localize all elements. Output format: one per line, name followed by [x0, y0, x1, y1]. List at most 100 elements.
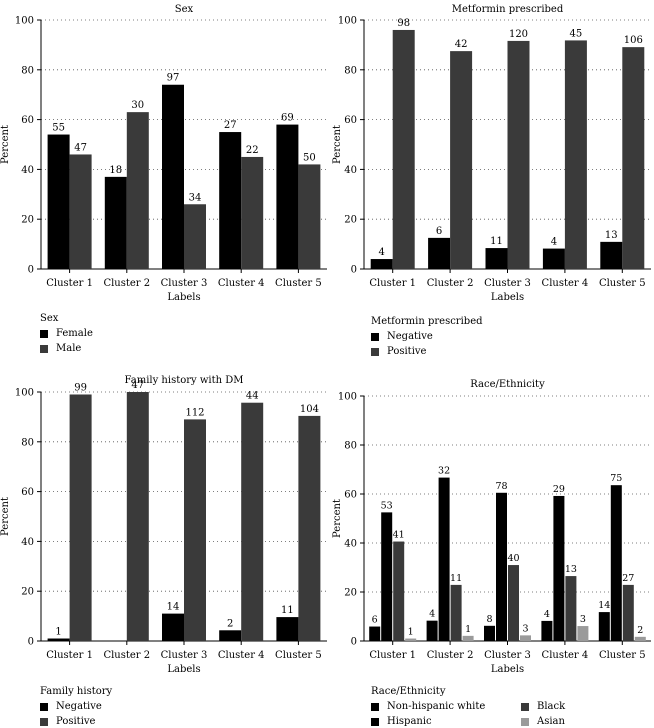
legend-label: Female	[56, 328, 93, 339]
data-label: 97	[167, 73, 180, 84]
chart-title: Race/Ethnicity	[470, 379, 545, 390]
bar	[462, 635, 474, 641]
bar	[104, 176, 127, 269]
bar	[219, 630, 242, 641]
data-label: 27	[224, 120, 237, 131]
legend-race-ethnicity: Race/Ethnicity Non-hispanic white Black …	[371, 686, 621, 728]
legend-title: Family history	[40, 686, 113, 697]
data-label: 27	[622, 573, 634, 584]
legend-item-asian: Asian	[521, 715, 621, 728]
y-tick-label: 40	[344, 539, 357, 550]
y-tick-label: 40	[21, 165, 34, 176]
bar	[381, 512, 393, 641]
legend-item-hispanic: Hispanic	[371, 715, 521, 728]
data-label: 44	[246, 391, 259, 402]
data-label: 78	[495, 481, 507, 492]
y-tick-label: 60	[344, 490, 357, 501]
x-tick-label: Cluster 2	[427, 650, 474, 661]
y-axis-label: Percent	[0, 497, 11, 536]
data-label: 4	[379, 247, 385, 258]
legend-swatch	[40, 702, 48, 711]
data-label: 47	[131, 380, 144, 391]
bar	[241, 156, 264, 269]
data-label: 120	[509, 29, 528, 40]
bar	[553, 495, 565, 641]
bar	[369, 626, 381, 641]
x-tick-label: Cluster 1	[46, 278, 93, 289]
legend-title: Race/Ethnicity	[371, 686, 446, 697]
data-label: 2	[637, 625, 643, 636]
y-tick-label: 0	[351, 265, 357, 276]
bar	[298, 164, 321, 269]
bar	[541, 620, 553, 641]
bar	[485, 248, 508, 269]
legend-swatch	[371, 347, 379, 356]
legend-item-non-hispanic-white: Non-hispanic white	[371, 700, 521, 713]
bar	[622, 584, 634, 641]
legend-sex: Sex Female Male	[40, 313, 290, 355]
bar	[542, 248, 565, 269]
data-label: 29	[553, 484, 565, 495]
bar	[426, 620, 438, 641]
bar	[484, 625, 495, 641]
x-tick-label: Cluster 5	[599, 650, 646, 661]
x-axis-label: Labels	[491, 292, 524, 303]
data-label: 11	[490, 236, 503, 247]
bar	[496, 492, 507, 641]
bar	[577, 626, 589, 641]
bar	[508, 565, 519, 641]
data-label: 4	[429, 609, 435, 620]
x-tick-label: Cluster 1	[369, 650, 416, 661]
bar	[450, 584, 462, 641]
y-tick-label: 20	[344, 588, 357, 599]
legend-swatch	[521, 717, 529, 726]
bar	[69, 394, 92, 641]
y-tick-label: 20	[21, 215, 34, 226]
data-label: 69	[281, 113, 294, 124]
data-label: 4	[551, 237, 557, 248]
bar	[276, 617, 299, 641]
y-tick-label: 40	[21, 537, 34, 548]
legend-label: Hispanic	[387, 716, 432, 727]
bar	[405, 638, 417, 641]
data-label: 6	[436, 226, 442, 237]
legend-swatch	[371, 702, 379, 711]
bar	[241, 402, 264, 641]
y-tick-label: 0	[28, 265, 34, 276]
data-label: 99	[74, 382, 87, 393]
bar	[428, 237, 451, 269]
x-tick-label: Cluster 2	[427, 278, 474, 289]
legend-label: Non-hispanic white	[387, 701, 486, 712]
legend-title: Metformin prescribed	[371, 316, 483, 327]
legend-label: Positive	[56, 716, 96, 727]
y-tick-label: 100	[15, 16, 34, 27]
bar	[622, 47, 645, 270]
legend-label: Negative	[56, 701, 102, 712]
legend-item-positive: Positive	[371, 345, 521, 358]
x-tick-label: Cluster 5	[599, 278, 646, 289]
x-tick-label: Cluster 4	[218, 650, 265, 661]
x-axis-label: Labels	[167, 292, 200, 303]
bar	[610, 485, 622, 641]
chart-title: Family history with DM	[125, 375, 244, 386]
x-tick-label: Cluster 3	[161, 650, 208, 661]
x-tick-label: Cluster 2	[103, 650, 150, 661]
data-label: 55	[52, 123, 65, 134]
x-tick-label: Cluster 4	[542, 278, 589, 289]
data-label: 40	[507, 553, 519, 564]
bar	[219, 132, 242, 269]
y-tick-label: 20	[344, 215, 357, 226]
data-label: 34	[189, 192, 202, 203]
legend-family-history: Family history Negative Positive	[40, 686, 290, 728]
x-tick-label: Cluster 5	[275, 278, 322, 289]
data-label: 112	[185, 407, 204, 418]
data-label: 11	[281, 605, 294, 616]
x-tick-label: Cluster 1	[46, 650, 93, 661]
data-label: 13	[605, 230, 618, 241]
data-label: 1	[55, 627, 61, 638]
y-tick-label: 60	[21, 487, 34, 498]
data-label: 22	[246, 145, 259, 156]
bar	[393, 541, 405, 641]
x-tick-label: Cluster 2	[103, 278, 150, 289]
legend-swatch	[40, 329, 48, 338]
